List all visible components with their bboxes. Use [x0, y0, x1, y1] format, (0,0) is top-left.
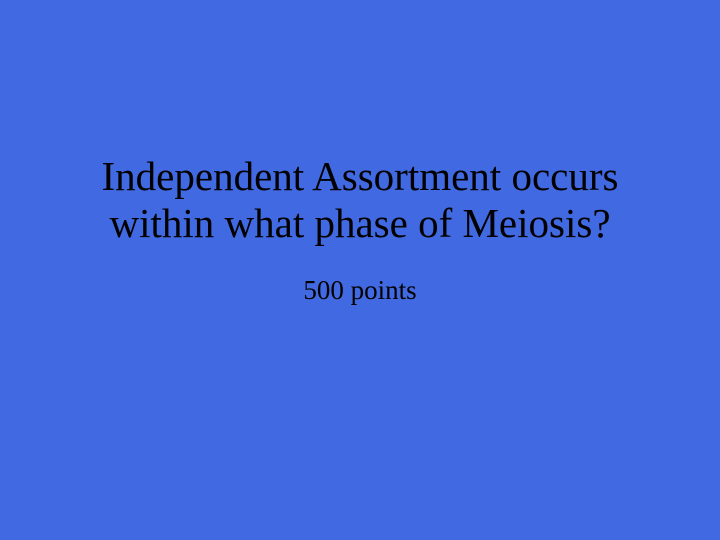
question-text: Independent Assortment occurs within wha… — [0, 153, 720, 247]
question-line-1: Independent Assortment occurs — [102, 153, 619, 199]
question-line-2: within what phase of Meiosis? — [109, 200, 610, 246]
points-label: 500 points — [0, 275, 720, 306]
slide-content: Independent Assortment occurs within wha… — [0, 153, 720, 306]
